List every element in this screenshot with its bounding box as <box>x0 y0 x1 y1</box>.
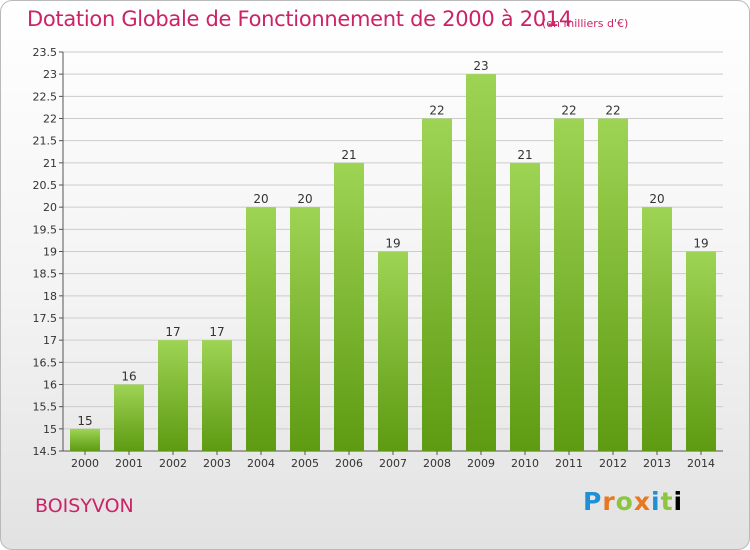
data-label-2001: 16 <box>121 370 136 384</box>
bar-2000 <box>70 428 100 451</box>
x-tick-label-2014: 2014 <box>687 457 715 470</box>
bar-2001 <box>114 384 144 451</box>
y-tick-label: 21 <box>43 157 57 170</box>
data-label-2002: 17 <box>165 325 180 339</box>
data-label-2003: 17 <box>209 325 224 339</box>
x-tick-label-2009: 2009 <box>467 457 495 470</box>
y-tick-label: 19.5 <box>33 223 58 236</box>
data-label-2006: 21 <box>341 148 356 162</box>
proxiti-logo: Proxiti <box>583 487 684 516</box>
bar-2013 <box>642 207 672 451</box>
x-tick-label-2013: 2013 <box>643 457 671 470</box>
bar-2006 <box>334 162 364 452</box>
y-tick-label: 17.5 <box>33 312 58 325</box>
y-tick-label: 18 <box>43 290 57 303</box>
y-tick-label: 15 <box>43 423 57 436</box>
bar-2010 <box>510 162 540 452</box>
bar-2011 <box>554 118 584 451</box>
y-tick-label: 17 <box>43 334 57 347</box>
x-tick-label-2004: 2004 <box>247 457 275 470</box>
bar-2002 <box>158 340 188 451</box>
bar-2012 <box>598 118 628 451</box>
unit-note: (en milliers d'€) <box>542 17 629 30</box>
data-label-2005: 20 <box>297 192 312 206</box>
x-tick-label-2006: 2006 <box>335 457 363 470</box>
data-label-2014: 19 <box>693 237 708 251</box>
data-label-2011: 22 <box>561 104 576 118</box>
bar-2003 <box>202 340 232 451</box>
data-label-2007: 19 <box>385 237 400 251</box>
data-label-2009: 23 <box>473 59 488 73</box>
y-tick-label: 16 <box>43 379 57 392</box>
x-tick-label-2012: 2012 <box>599 457 627 470</box>
bar-2007 <box>378 251 408 451</box>
bars <box>70 74 716 452</box>
data-label-2000: 15 <box>77 414 92 428</box>
bar-2009 <box>466 74 496 452</box>
x-tick-label-2003: 2003 <box>203 457 231 470</box>
data-label-2004: 20 <box>253 192 268 206</box>
y-tick-label: 19 <box>43 246 57 259</box>
y-tick-label: 23 <box>43 68 57 81</box>
x-tick-label-2005: 2005 <box>291 457 319 470</box>
chart-title: Dotation Globale de Fonctionnement de 20… <box>27 7 572 31</box>
y-tick-label: 20.5 <box>33 179 58 192</box>
x-tick-label-2002: 2002 <box>159 457 187 470</box>
y-tick-label: 23.5 <box>33 46 58 59</box>
x-tick-label-2007: 2007 <box>379 457 407 470</box>
y-tick-label: 22 <box>43 113 57 126</box>
y-tick-label: 18.5 <box>33 268 58 281</box>
x-tick-label-2001: 2001 <box>115 457 143 470</box>
y-tick-label: 21.5 <box>33 135 58 148</box>
bar-2014 <box>686 251 716 451</box>
x-tick-label-2000: 2000 <box>71 457 99 470</box>
y-tick-label: 16.5 <box>33 356 58 369</box>
x-tick-label-2010: 2010 <box>511 457 539 470</box>
x-tick-label-2011: 2011 <box>555 457 583 470</box>
data-label-2012: 22 <box>605 104 620 118</box>
data-label-2010: 21 <box>517 148 532 162</box>
data-label-2008: 22 <box>429 104 444 118</box>
y-tick-label: 20 <box>43 201 57 214</box>
labels: 14.5 15 15.5 16 16.5 17 17.5 18 18.5 19 19.5 20 20.5… <box>33 46 716 470</box>
bar-2005 <box>290 207 320 451</box>
data-label-2013: 20 <box>649 192 664 206</box>
bar-2008 <box>422 118 452 451</box>
x-tick-label-2008: 2008 <box>423 457 451 470</box>
y-tick-label: 22.5 <box>33 90 58 103</box>
y-tick-label: 14.5 <box>33 445 58 458</box>
bar-2004 <box>246 207 276 451</box>
y-tick-label: 15.5 <box>33 401 58 414</box>
commune-name: BOISYVON <box>35 495 134 517</box>
